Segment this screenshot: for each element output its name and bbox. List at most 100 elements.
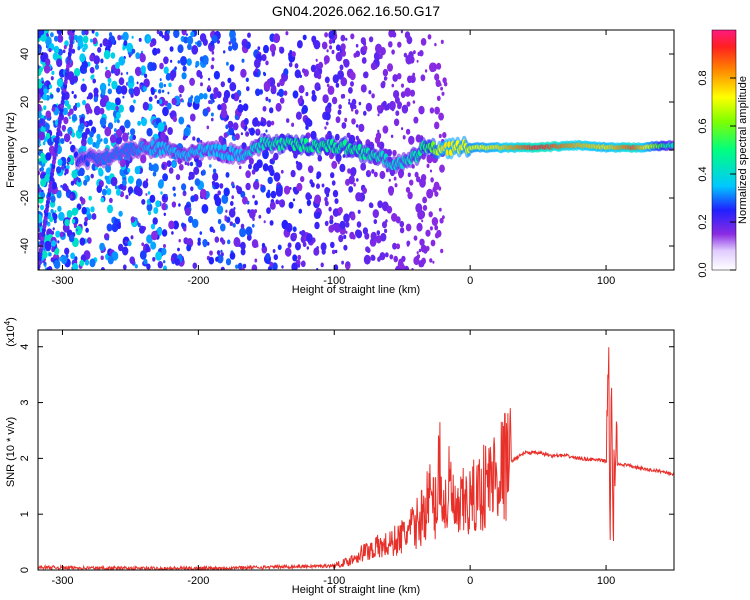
spectrogram-cell [283, 185, 291, 195]
spectrogram-cell [211, 117, 214, 122]
spectrogram-cell [278, 200, 282, 205]
spectrogram-cell [208, 77, 211, 81]
spectrogram-cell [168, 82, 172, 88]
snr-x-label: Height of straight line (km) [292, 584, 420, 596]
spectrogram-cell [154, 95, 158, 99]
spectrogram-cell [253, 58, 261, 69]
spectrogram-cell [438, 133, 442, 139]
spectrogram-cell [286, 118, 290, 123]
spectrogram-cell [162, 173, 169, 182]
spectrogram-cell [91, 74, 95, 79]
spectrogram-cell [339, 64, 344, 71]
spectrogram-cell [129, 105, 135, 113]
spectrogram-cell [118, 56, 126, 66]
spectrogram-cell [343, 234, 347, 240]
spectrogram-cell [178, 84, 185, 94]
spectrogram-cell [128, 87, 134, 96]
spectrogram-cell [435, 79, 441, 88]
spectrogram-cell [183, 36, 189, 44]
spectrogram-cell [413, 235, 418, 241]
spectrogram-cell [73, 34, 78, 41]
spectrogram-cell [149, 42, 154, 48]
spectrogram-cell [79, 259, 85, 267]
spectrogram-cell [248, 209, 256, 219]
spectrogram-cell [43, 124, 46, 128]
spectrogram-cell [122, 264, 127, 270]
spectrogram-cell [83, 221, 88, 227]
spectrogram-cell [298, 85, 305, 94]
spectrogram-cell [292, 254, 298, 262]
spectrogram-cell [177, 247, 180, 252]
spectrogram-cell [337, 70, 344, 80]
streak-cell [71, 30, 76, 33]
snr-y-ticks: 0 1 2 3 4 [19, 344, 674, 573]
spectrogram-cell [392, 242, 397, 250]
spectrogram-cell [302, 241, 307, 247]
spectrogram-cell [363, 254, 371, 265]
spectrogram-cell [210, 112, 214, 117]
spectrogram-cell [152, 217, 158, 225]
spectrogram-cell [329, 45, 333, 50]
spectrogram-cell [372, 209, 379, 219]
spectrogram-cell [294, 69, 301, 79]
snr-y-tick-label: 2 [19, 455, 31, 461]
spectrogram-cell [426, 188, 434, 199]
spectrogram-cell [246, 234, 252, 241]
spectrogram-cell [331, 160, 338, 169]
spectrogram-cell [261, 242, 266, 248]
spectrogram-cell [156, 99, 160, 104]
spectrogram-cell [363, 110, 367, 116]
spectrogram-cell [68, 234, 75, 243]
spectrogram-cell [360, 162, 367, 171]
spectrogram-cell [265, 191, 271, 199]
spectrogram-cell [382, 100, 387, 107]
spectrogram-cell [283, 90, 288, 96]
spectrogram-cell [109, 197, 113, 204]
spectrogram-cell [181, 30, 187, 36]
spectrogram-cell [370, 231, 377, 241]
spectrogram-cell [373, 51, 381, 61]
spectrogram-cell [438, 207, 442, 212]
spectrogram-cell [313, 71, 319, 79]
spectrogram-cell [118, 104, 124, 113]
spectrogram-cell [374, 65, 378, 70]
spectrogram-cell [339, 163, 346, 173]
spectrogram-cell [291, 51, 296, 58]
spectrogram-cell [432, 260, 435, 264]
spectrogram-cell [327, 188, 331, 192]
ridge-cell [222, 144, 227, 152]
spectrogram-cell [173, 30, 180, 39]
spectrogram-cell [361, 57, 367, 64]
spectrogram-cell [82, 99, 86, 106]
spectrogram-cell [433, 181, 440, 190]
spectrogram-cell [145, 193, 148, 196]
spectrogram-cell [379, 252, 386, 261]
spectrogram-cell [187, 43, 192, 51]
spectrogram-cell [116, 189, 121, 196]
spectrogram-cell [174, 258, 180, 266]
spectrogram-cell [129, 256, 135, 265]
spectrogram-cell [60, 138, 65, 144]
spectrogram-cell [42, 93, 48, 101]
spectrogram-cell [156, 30, 160, 35]
spectrogram-cell [114, 128, 117, 133]
spectrogram-cell [158, 89, 162, 94]
spectrogram-cell [356, 178, 359, 182]
spectrogram-cell [207, 85, 211, 90]
snr-frame [37, 329, 675, 571]
spectrogram-cell [199, 56, 204, 62]
spectrogram-cell [395, 110, 400, 116]
spectrogram-cell [131, 35, 134, 39]
spectrogram-cell [118, 243, 124, 252]
spectrogram-cell [412, 100, 416, 104]
spectrogram-cell [150, 223, 156, 230]
spectrogram-cell [240, 248, 246, 256]
spectrogram-cell [242, 39, 245, 42]
spectrogram-cell [115, 85, 123, 95]
spectrogram-cell [251, 169, 256, 175]
spectrogram-cell [140, 65, 146, 73]
spectrogram-cell [198, 92, 204, 100]
spectrogram-cell [265, 96, 269, 102]
spectrogram-cell [114, 185, 118, 190]
spectrogram-cell [43, 88, 48, 95]
